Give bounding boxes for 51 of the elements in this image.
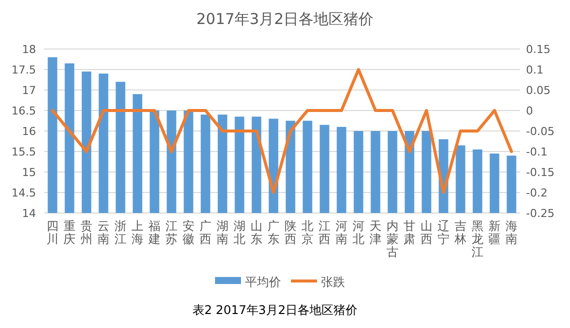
title: 2017年3月2日各地区猪价	[196, 10, 374, 28]
y-tick-label: 14.5	[12, 186, 36, 200]
x-tick-label: 江西	[318, 219, 330, 246]
legend-label: 张跌	[321, 275, 345, 289]
x-tick-label: 新疆	[488, 219, 500, 246]
x-tick-label: 海南	[506, 219, 518, 246]
x-tick-label: 内蒙古	[386, 219, 398, 259]
y-tick-label: 17	[22, 84, 36, 97]
x-tick-label: 山东	[250, 219, 262, 246]
y-tick-label: 15.5	[12, 146, 36, 158]
y2-tick-label: 0	[526, 104, 533, 118]
x-tick-label: 广东	[268, 219, 280, 246]
y-tick-label: 16.5	[12, 104, 36, 118]
x-tick-label: 陕西	[284, 219, 296, 246]
y-tick-label: 16	[22, 125, 36, 138]
y2-tick-label: 0.15	[526, 43, 550, 56]
x-tick-label: 辽宁	[438, 219, 450, 246]
x-tick-label: 天津	[370, 219, 382, 246]
x-tick-label: 吉林	[454, 219, 466, 246]
y2-tick-label: -0.2	[526, 186, 548, 200]
x-tick-label: 山西	[420, 219, 432, 246]
x-tick-label: 福建	[148, 219, 160, 246]
x-tick-label: 江苏	[166, 219, 178, 246]
x-tick-label: 黑龙江	[472, 219, 484, 259]
x-tick-label: 安徽	[182, 219, 194, 246]
text: 表2 2017年3月2日各地区猪价	[192, 303, 358, 317]
x-tick-label: 云南	[98, 219, 110, 246]
y2-tick-label: 0.05	[526, 84, 550, 97]
y-tick-label: 17.5	[12, 64, 36, 76]
x-tick-label: 广西	[200, 219, 212, 246]
y2-tick-label: 0.1	[526, 64, 544, 76]
x-tick-label: 浙江	[114, 219, 126, 246]
x-tick-label: 湖北	[234, 219, 246, 246]
x-tick-label: 四川	[46, 219, 58, 246]
y2-tick-label: -0.15	[526, 166, 554, 179]
y-tick-label: 18	[22, 43, 36, 56]
x-tick-label: 北京	[302, 219, 314, 246]
x-tick-label: 湖南	[216, 219, 228, 246]
y2-tick-label: -0.05	[526, 125, 554, 138]
line-series	[51, 68, 513, 194]
x-tick-label: 贵州	[80, 219, 92, 246]
x-tick-label: 河北	[352, 219, 364, 246]
y-tick-label: 14	[22, 207, 36, 220]
x-tick-label: 重庆	[64, 219, 76, 246]
legend-label: 平均价	[245, 275, 281, 289]
x-tick-label: 甘肃	[404, 219, 416, 246]
x-tick-label: 河南	[336, 219, 348, 246]
x-tick-label: 上海	[132, 219, 144, 246]
y-tick-label: 15	[22, 166, 36, 179]
y2-tick-label: -0.25	[526, 207, 554, 220]
y2-tick-label: -0.1	[526, 146, 548, 158]
